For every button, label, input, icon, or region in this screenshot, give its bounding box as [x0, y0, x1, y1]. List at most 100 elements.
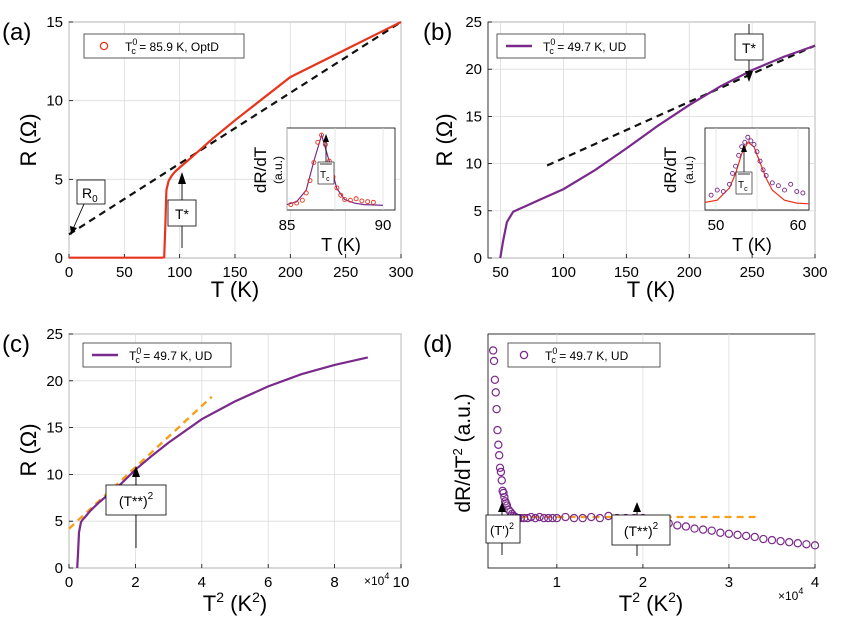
x-tick-label: 300 [802, 264, 827, 281]
data-point [497, 476, 506, 485]
y-tick-label: 15 [465, 108, 482, 125]
y-tick-label: 20 [465, 61, 482, 78]
panel-b-inset: 50 60 T (K) dR/dT (a.u.) Tc [661, 127, 810, 255]
panel-b-legend: T0 c = 49.7 K, UD [496, 33, 646, 59]
panel-a-inset: 85 90 T (K) dR/dT (a.u.) Tc [251, 127, 396, 255]
data-point [776, 536, 785, 546]
inset-data-point [299, 197, 305, 203]
panel-d-ylabel: dR/dT2 (a.u.) [450, 393, 475, 512]
data-point [698, 525, 708, 534]
inset-data-point [782, 187, 787, 193]
data-point [802, 540, 811, 549]
annotation-tstar-b: T* [734, 24, 764, 82]
svg-text:(T')2: (T')2 [490, 521, 514, 538]
inset-data-point [788, 181, 794, 187]
inset-data-point [319, 132, 325, 138]
x-tick-label: 250 [333, 264, 358, 281]
x-tick-label: 8 [330, 574, 338, 591]
x-tick-label: 6 [264, 574, 272, 591]
panel-d-label: (d) [423, 331, 452, 358]
series-optd [69, 21, 402, 259]
panel-d: (d) 1 2 3 4 T0 c = 49.7 K, UD (T')2 (T**)2 ×… [423, 331, 820, 616]
data-point [535, 512, 544, 522]
annotation-r0: R0 [70, 179, 106, 235]
data-point [750, 532, 759, 542]
inset-data-point [760, 167, 766, 173]
panel-b: (b) 50 100 150 200 250 300 0 5 10 15 20 25 T0 c = 49… [423, 14, 828, 302]
inset-data-point [769, 180, 775, 186]
inset-data-point [757, 158, 763, 164]
inset-data-point [742, 139, 748, 145]
inset-data-point [708, 192, 714, 198]
inset-data-point [288, 202, 294, 208]
data-point [733, 530, 742, 540]
panel-a-legend: T0 c = 85.9 K, OptD [83, 33, 245, 59]
data-point [544, 513, 553, 523]
inset-fit-line [286, 132, 384, 206]
inset-data-point [800, 190, 806, 196]
data-point [707, 526, 716, 535]
annotation-tprime-d: (T')2 [485, 502, 521, 555]
inset-data-point [754, 149, 760, 155]
inset-data-point [307, 178, 313, 184]
panel-a-legend-text: T0 c = 85.9 K, OptD [125, 37, 219, 56]
panel-c-multiplier: ×104 [364, 571, 389, 588]
panel-b-xlabel: T (K) [627, 277, 675, 302]
x-tick-label: 0 [65, 574, 73, 591]
inset-data-point [794, 189, 800, 194]
svg-text:T (K): T (K) [732, 235, 772, 255]
x-tick-label: 4 [811, 574, 819, 591]
y-tick-label: 0 [474, 250, 482, 267]
svg-text:(T**)2: (T**)2 [624, 521, 659, 539]
inset-data-point [303, 190, 309, 196]
x-tick-label: 3 [725, 574, 733, 591]
data-point [759, 534, 768, 544]
panel-d-legend: T0 c = 49.7 K, UD [507, 342, 661, 368]
data-point [595, 513, 605, 523]
inset-data-point [294, 200, 300, 206]
inset-data-point [748, 138, 754, 144]
inset-data-point [775, 183, 781, 189]
y-tick-label: 15 [46, 14, 63, 31]
panel-a-series [68, 21, 402, 259]
x-tick-label: 300 [388, 264, 413, 281]
data-point [489, 356, 499, 366]
svg-text:T*: T* [175, 206, 190, 222]
panel-d-multiplier: ×104 [778, 586, 803, 603]
y-tick-label: 10 [46, 466, 63, 483]
x-tick-label: 1 [553, 574, 561, 591]
svg-text:(T**)2: (T**)2 [119, 491, 154, 509]
data-point [490, 375, 500, 385]
y-tick-label: 10 [465, 156, 482, 173]
y-tick-label: 5 [55, 513, 63, 530]
inset-data-point [342, 197, 348, 202]
x-tick-label: 100 [167, 264, 192, 281]
y-tick-label: 20 [46, 373, 63, 390]
series-ud [499, 44, 816, 259]
inset-data-point [311, 160, 317, 166]
series-linear-fit [546, 44, 816, 167]
svg-text:85: 85 [279, 217, 296, 234]
data-point [681, 522, 691, 531]
series-linear-fit [68, 21, 402, 236]
x-tick-label: 100 [551, 264, 576, 281]
data-point [724, 529, 734, 539]
data-point [793, 539, 802, 548]
inset-data-point [347, 197, 353, 203]
data-point [491, 388, 500, 397]
panel-a-ylabel: R (Ω) [16, 113, 41, 166]
data-point [810, 541, 820, 550]
y-tick-label: 0 [55, 560, 63, 577]
legend-marker-icon [519, 350, 529, 360]
y-tick-label: 5 [55, 171, 63, 188]
inset-data-point [338, 192, 344, 198]
inset-data-point [730, 170, 735, 176]
data-point [496, 467, 506, 477]
x-tick-label: 150 [222, 264, 247, 281]
data-point [784, 537, 794, 547]
x-tick-label: 250 [740, 264, 765, 281]
svg-text:dR/dT: dR/dT [251, 147, 270, 193]
svg-text:Tc: Tc [320, 170, 330, 183]
legend-marker-icon [99, 41, 109, 51]
inset-data-point [322, 142, 328, 147]
